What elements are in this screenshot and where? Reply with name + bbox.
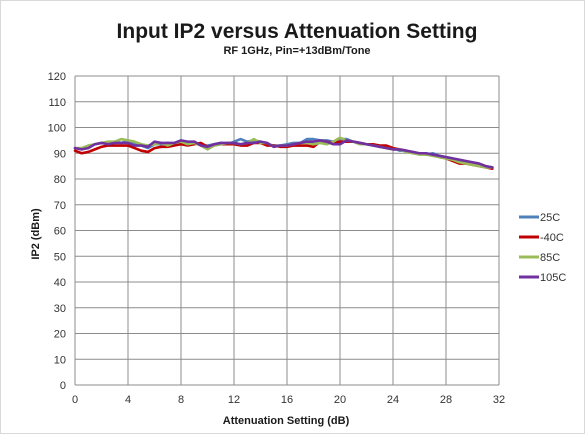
- x-tick-label: 16: [281, 394, 293, 406]
- chart-subtitle: RF 1GHz, Pin=+13dBm/Tone: [223, 45, 370, 57]
- y-tick-label: 40: [54, 277, 66, 289]
- y-tick-label: 60: [54, 226, 66, 238]
- x-tick-label: 4: [125, 394, 131, 406]
- tick-label-layer: 0 10 20 30 40 50 60 70 80 90 100 110 120 0 4 8 12 16 20 24 2…: [48, 71, 505, 406]
- y-tick-label: 30: [54, 303, 66, 315]
- y-tick-label: 50: [54, 251, 66, 263]
- legend-label: 105C: [540, 272, 566, 284]
- x-tick-label: 0: [72, 394, 78, 406]
- grid-layer: [74, 75, 500, 386]
- y-tick-label: 10: [54, 354, 66, 366]
- y-tick-label: 120: [48, 71, 66, 83]
- x-tick-label: 28: [440, 394, 452, 406]
- legend: 25C -40C 85C 105C: [519, 212, 566, 284]
- y-tick-label: 70: [54, 200, 66, 212]
- x-tick-label: 20: [334, 394, 346, 406]
- y-tick-label: 20: [54, 329, 66, 341]
- x-tick-label: 8: [178, 394, 184, 406]
- y-tick-label: 110: [48, 97, 66, 109]
- x-tick-label: 32: [493, 394, 505, 406]
- y-tick-label: 0: [60, 380, 66, 392]
- legend-label: 85C: [540, 252, 560, 264]
- y-tick-label: 90: [54, 148, 66, 160]
- y-tick-label: 100: [48, 123, 66, 135]
- x-tick-label: 12: [228, 394, 240, 406]
- legend-label: -40C: [540, 232, 564, 244]
- series-layer: [73, 136, 494, 170]
- chart-title: Input IP2 versus Attenuation Setting: [117, 20, 478, 43]
- y-tick-label: 80: [54, 174, 66, 186]
- x-tick-label: 24: [387, 394, 399, 406]
- x-axis-label: Attenuation Setting (dB): [223, 415, 350, 427]
- series-line-105c: [73, 139, 494, 169]
- legend-label: 25C: [540, 212, 560, 224]
- y-axis-label: IP2 (dBm): [30, 208, 42, 260]
